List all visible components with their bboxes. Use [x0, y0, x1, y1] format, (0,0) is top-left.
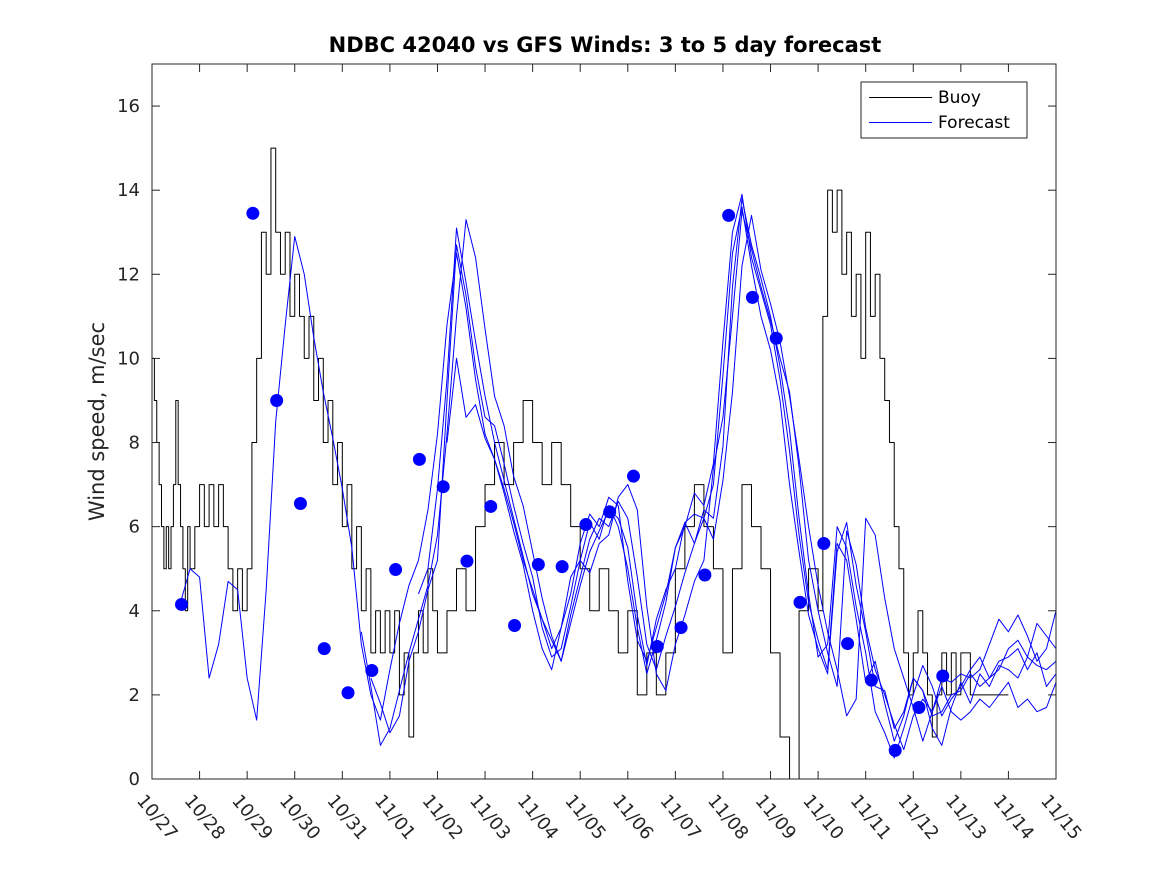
y-tick-label: 0: [129, 769, 140, 790]
plot-frame: [151, 63, 1057, 780]
forecast-series-line: [370, 198, 1057, 759]
forecast-marker: [888, 743, 902, 757]
forecast-marker: [793, 595, 807, 609]
forecast-marker: [555, 560, 569, 574]
y-tick-label: 16: [117, 96, 140, 117]
forecast-series-line: [180, 210, 1057, 751]
forecast-marker: [864, 673, 878, 687]
forecast-marker: [293, 497, 307, 511]
forecast-series-line: [417, 193, 1057, 742]
forecast-marker: [579, 518, 593, 532]
forecast-marker: [389, 563, 403, 577]
forecast-marker: [246, 206, 260, 220]
forecast-marker: [508, 618, 522, 632]
forecast-marker: [412, 452, 426, 466]
legend-box: [860, 81, 1028, 139]
forecast-marker: [745, 290, 759, 304]
forecast-marker: [270, 393, 284, 407]
y-tick-label: 10: [117, 348, 140, 369]
y-tick-label: 14: [117, 180, 140, 201]
forecast-series-line: [360, 214, 1057, 746]
chart-title: NDBC 42040 vs GFS Winds: 3 to 5 day fore…: [329, 33, 882, 57]
forecast-marker: [674, 621, 688, 635]
series-layer: [152, 147, 1057, 780]
forecast-marker: [341, 686, 355, 700]
forecast-marker: [650, 640, 664, 654]
legend-buoy-label: Buoy: [938, 88, 981, 108]
forecast-marker: [912, 701, 926, 714]
forecast-marker: [436, 480, 450, 494]
forecast-markers: [174, 206, 950, 757]
forecast-marker: [936, 669, 950, 683]
y-tick-label: 6: [129, 517, 140, 538]
y-tick-label: 12: [117, 264, 140, 285]
buoy-series-line: [152, 147, 1009, 780]
forecast-marker: [817, 536, 831, 550]
y-axis-label: Wind speed, m/sec: [85, 322, 109, 521]
forecast-marker: [531, 558, 545, 571]
forecast-marker: [626, 469, 640, 483]
plot-area: [152, 64, 1056, 779]
forecast-marker: [174, 597, 188, 611]
forecast-marker: [484, 499, 498, 513]
y-tick-label: 2: [129, 685, 140, 706]
legend-forecast-label: Forecast: [938, 113, 1010, 133]
forecast-marker: [722, 208, 736, 222]
y-tick-label: 4: [129, 601, 140, 622]
forecast-marker: [365, 663, 379, 677]
legend: Buoy Forecast: [860, 81, 1028, 139]
forecast-series-line: [446, 206, 1057, 746]
forecast-marker: [460, 554, 474, 568]
forecast-marker: [603, 505, 617, 519]
y-axis: 0 2 4 6 8 10 12 14 16: [117, 96, 1056, 790]
forecast-marker: [769, 331, 783, 345]
forecast-marker: [698, 568, 712, 582]
y-tick-label: 8: [129, 433, 140, 454]
forecast-marker: [317, 642, 331, 656]
forecast-marker: [841, 637, 855, 651]
